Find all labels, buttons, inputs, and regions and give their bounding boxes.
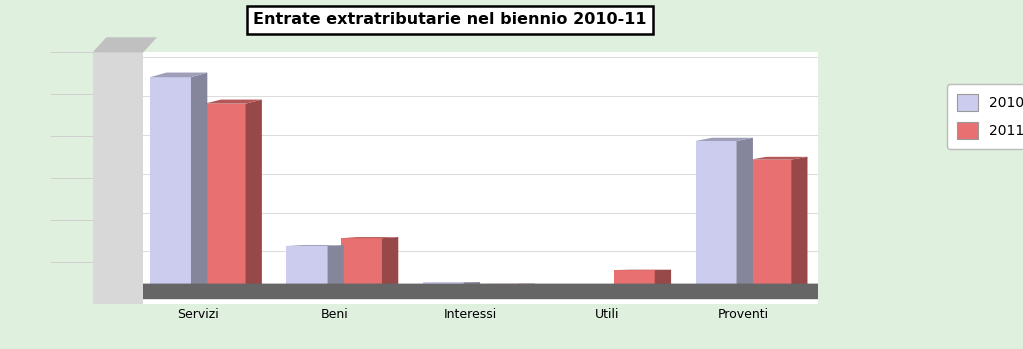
Polygon shape <box>341 237 398 238</box>
Polygon shape <box>246 99 262 290</box>
Bar <box>341 238 382 290</box>
Bar <box>205 104 246 290</box>
Legend: 2010, 2011: 2010, 2011 <box>947 84 1023 149</box>
Bar <box>750 160 791 290</box>
Polygon shape <box>750 157 807 160</box>
Polygon shape <box>791 157 807 290</box>
Bar <box>478 284 519 290</box>
Polygon shape <box>327 245 344 290</box>
Polygon shape <box>696 138 753 141</box>
Polygon shape <box>655 270 671 290</box>
Polygon shape <box>737 138 753 290</box>
Polygon shape <box>463 282 480 290</box>
Bar <box>150 77 191 290</box>
Polygon shape <box>93 52 143 304</box>
Polygon shape <box>123 284 876 299</box>
Bar <box>560 289 601 290</box>
Polygon shape <box>205 99 262 104</box>
Bar <box>123 290 909 299</box>
Polygon shape <box>150 73 208 77</box>
Bar <box>422 282 463 290</box>
Bar <box>286 246 327 290</box>
Polygon shape <box>286 245 344 246</box>
Bar <box>696 141 737 290</box>
Polygon shape <box>191 73 208 290</box>
Polygon shape <box>519 284 535 290</box>
Polygon shape <box>601 288 617 290</box>
Polygon shape <box>93 37 158 52</box>
Polygon shape <box>382 237 398 290</box>
Text: Entrate extratributarie nel biennio 2010-11: Entrate extratributarie nel biennio 2010… <box>254 12 647 27</box>
Bar <box>614 270 655 290</box>
